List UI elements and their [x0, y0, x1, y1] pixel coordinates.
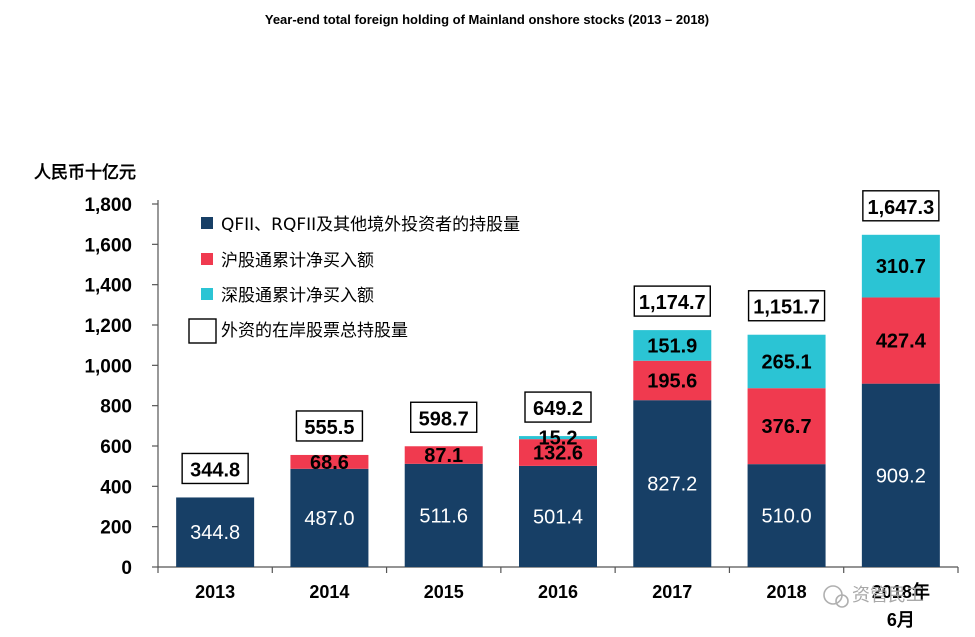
- chart-title: Year-end total foreign holding of Mainla…: [265, 12, 709, 27]
- x-tick-sublabel: 6月: [887, 610, 915, 630]
- watermark-text: 资管民工: [852, 585, 924, 606]
- bar-segment-series-2: [519, 436, 597, 440]
- segment-value-label: 501.4: [533, 506, 583, 528]
- total-label-box: 649.2: [524, 391, 592, 423]
- bar-segment-series-2: [747, 334, 826, 389]
- total-value-label: 1,151.7: [753, 297, 820, 319]
- segment-value-label: 151.9: [647, 335, 697, 357]
- y-tick-label: 400: [100, 477, 132, 498]
- y-tick-label: 600: [100, 437, 132, 458]
- total-box-frame: [633, 285, 711, 317]
- bar-segment-series-0: [176, 497, 255, 567]
- bar-segment-series-1: [633, 360, 712, 401]
- total-value-label: 1,647.3: [867, 197, 934, 219]
- total-box-frame: [524, 391, 592, 423]
- total-label-box: 1,174.7: [633, 285, 711, 317]
- segment-value-label: 827.2: [647, 474, 697, 496]
- segment-value-label: 15.2: [539, 428, 578, 450]
- segment-value-label: 427.4: [876, 331, 927, 353]
- x-tick-label: 2017: [652, 582, 692, 602]
- segment-value-label: 132.6: [533, 443, 583, 465]
- total-box-frame: [410, 401, 478, 433]
- y-axis-unit-label: 人民币十亿元: [34, 162, 136, 183]
- legend-swatch: [188, 318, 217, 344]
- y-tick-label: 200: [100, 518, 132, 539]
- legend-entry-totals: 外资的在岸股票总持股量: [188, 318, 408, 344]
- y-tick-label: 1,600: [84, 235, 132, 256]
- y-tick-label: 0: [121, 558, 132, 579]
- segment-value-label: 511.6: [419, 505, 468, 527]
- total-label-box: 1,151.7: [747, 290, 826, 322]
- bar-segment-series-0: [290, 468, 369, 567]
- segment-value-label: 68.6: [310, 452, 349, 474]
- bar-segment-series-1: [861, 297, 940, 384]
- y-tick-label: 1,000: [84, 356, 132, 377]
- x-tick-label: 2014: [309, 582, 349, 602]
- segment-value-label: 376.7: [762, 416, 812, 438]
- bar-segment-series-2: [861, 234, 940, 298]
- x-tick-labels: 2013 2014 2015 2016 2017 2018 2018年 6月: [195, 581, 930, 630]
- bar-segment-series-0: [861, 383, 940, 567]
- wechat-logo-icon: [823, 585, 849, 608]
- legend-swatch: [201, 288, 213, 300]
- segment-value-label: 487.0: [304, 508, 354, 530]
- segment-value-label: 195.6: [647, 370, 697, 392]
- bar-segment-series-1: [290, 454, 369, 469]
- bar-segment-series-1: [747, 388, 826, 465]
- x-tick-label: 2013: [195, 582, 235, 602]
- total-value-label: 598.7: [419, 408, 469, 430]
- total-box-frame: [181, 452, 249, 485]
- total-box-frame: [295, 410, 364, 442]
- total-value-label: 555.5: [304, 417, 354, 439]
- bar-segment-series-2: [633, 330, 712, 361]
- legend-label: 外资的在岸股票总持股量: [221, 321, 408, 341]
- segment-value-label: 310.7: [876, 256, 926, 278]
- total-value-label: 1,174.7: [639, 292, 706, 314]
- total-value-label: 649.2: [533, 398, 583, 420]
- legend-entry-series-1: 沪股通累计净买入额: [201, 251, 374, 271]
- y-tick-label: 1,400: [84, 276, 132, 297]
- bars: [176, 234, 940, 567]
- legend-entry-series-2: 深股通累计净买入额: [201, 286, 374, 306]
- total-label-box: 555.5: [295, 410, 364, 442]
- watermark: 资管民工: [823, 585, 924, 608]
- total-value-label: 344.8: [190, 459, 240, 481]
- bar-segment-series-0: [519, 465, 597, 567]
- y-tick-label: 1,800: [84, 195, 132, 216]
- bar-segment-series-0: [633, 400, 712, 567]
- legend-label: 沪股通累计净买入额: [221, 251, 374, 271]
- segment-value-label: 265.1: [762, 351, 812, 373]
- y-tick-label: 1,200: [84, 316, 132, 337]
- segment-value-label: 344.8: [190, 522, 240, 544]
- total-box-frame: [862, 190, 940, 222]
- legend-label: 深股通累计净买入额: [221, 286, 374, 306]
- total-box-frame: [747, 290, 826, 322]
- legend-label: QFII、RQFII及其他境外投资者的持股量: [221, 215, 520, 235]
- bar-segment-series-1: [404, 446, 483, 464]
- segment-labels: 344.8 487.0 68.6 511.6 87.1 501.4 132.615.2 827…: [190, 256, 927, 544]
- legend-entry-series-0: QFII、RQFII及其他境外投资者的持股量: [201, 215, 520, 235]
- segment-value-label: 510.0: [762, 506, 812, 528]
- x-tick-label: 2018年: [872, 581, 930, 602]
- total-label-box: 598.7: [410, 401, 478, 433]
- legend: QFII、RQFII及其他境外投资者的持股量沪股通累计净买入额深股通累计净买入额…: [188, 215, 520, 344]
- x-tick-label: 2018: [767, 582, 807, 602]
- x-tick-label: 2015: [424, 582, 464, 602]
- legend-swatch: [201, 217, 213, 229]
- bar-segment-series-1: [519, 439, 597, 466]
- segment-value-label: 87.1: [424, 445, 463, 467]
- y-tick-label: 800: [100, 397, 132, 418]
- total-label-box: 1,647.3: [862, 190, 940, 222]
- axes: 0 200 400 600 800 1,000 1,200 1,400 1,600 1,800: [84, 195, 959, 579]
- x-tick-label: 2016: [538, 582, 578, 602]
- total-labels: 344.8 555.5 598.7 649.2 1,174.7 1,151.7 1,647.…: [181, 190, 940, 485]
- legend-swatch: [201, 253, 213, 265]
- total-label-box: 344.8: [181, 452, 249, 485]
- bar-segment-series-0: [404, 463, 483, 567]
- segment-value-label: 909.2: [876, 465, 926, 487]
- bar-segment-series-0: [747, 464, 826, 567]
